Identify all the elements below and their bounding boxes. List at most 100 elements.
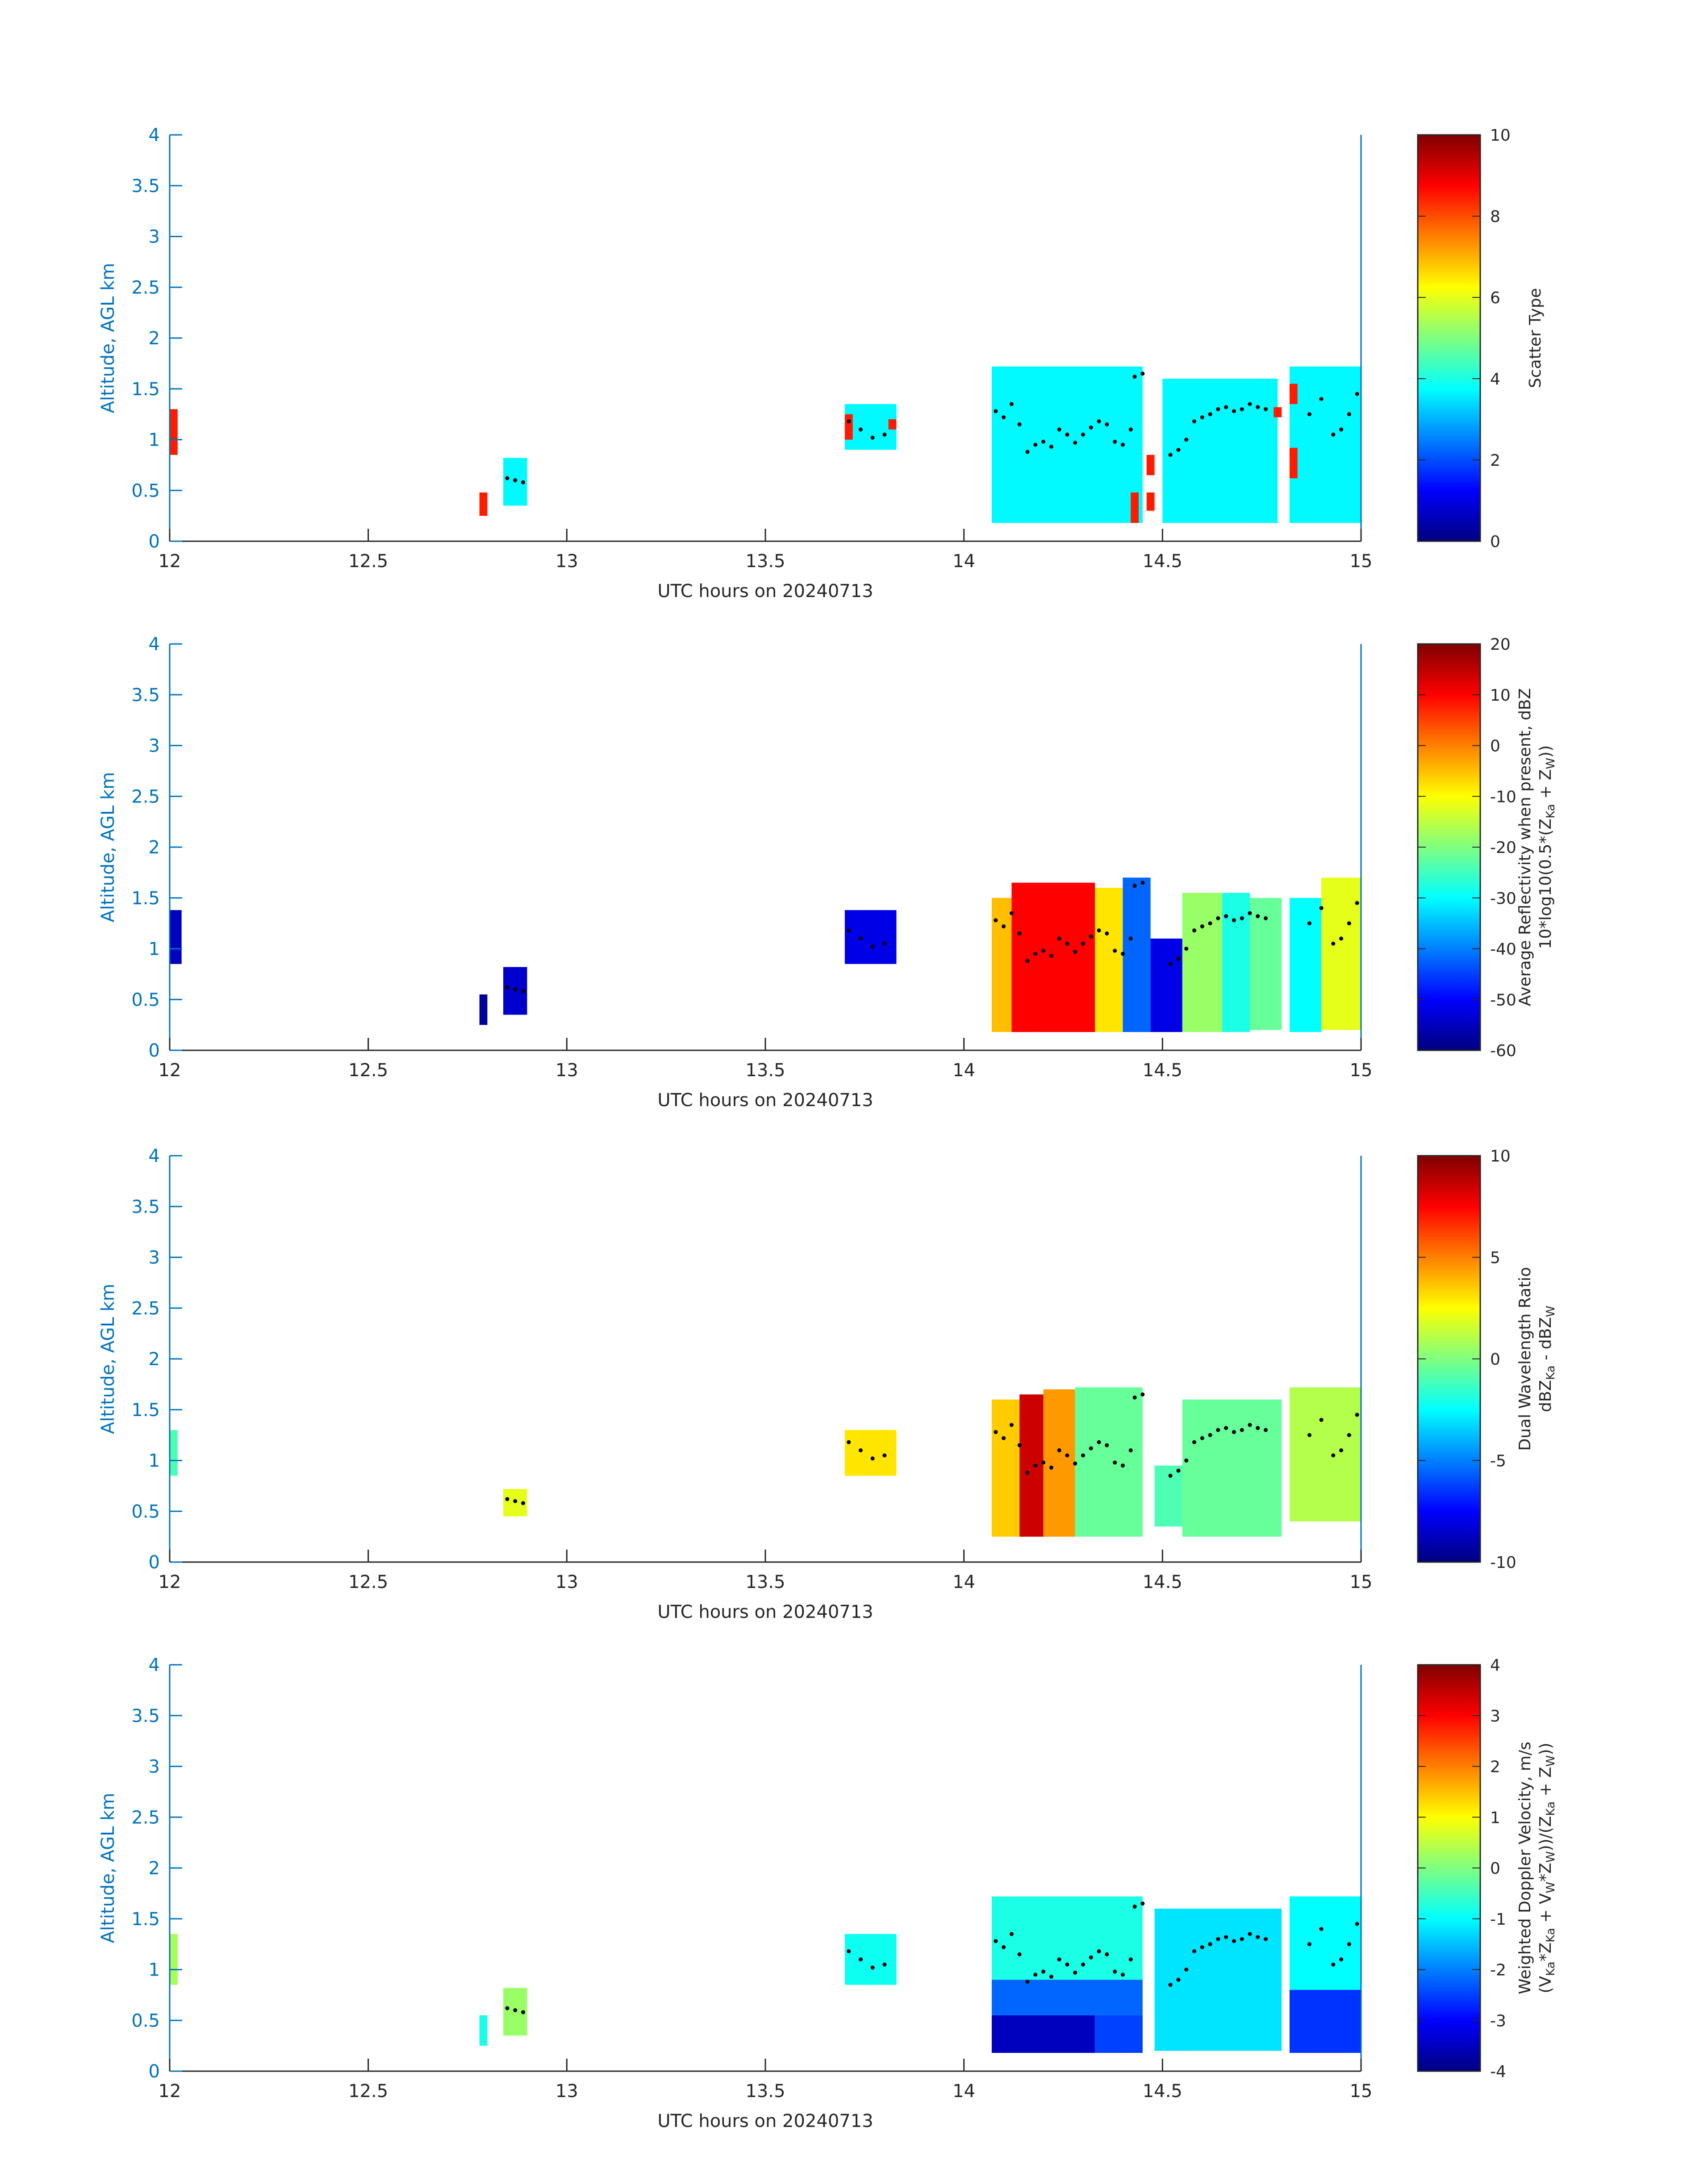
y-tick-label: 1 [149,1960,160,1981]
altitude-dot [1176,1977,1181,1982]
altitude-dot [1256,405,1260,409]
heatmap-cell [1182,893,1222,1032]
heatmap-cell [1095,888,1123,1032]
altitude-dot [1041,439,1046,444]
altitude-dot [1089,425,1093,430]
altitude-dot [521,989,526,994]
y-tick-label: 2 [149,1858,160,1879]
heatmap-cell [1182,1400,1282,1537]
colorbar-tick-label: -10 [1490,788,1516,806]
x-tick-label: 14.5 [1143,551,1182,572]
altitude-dot [1200,415,1204,419]
altitude-dot [1307,1433,1311,1437]
altitude-dot [1339,1957,1344,1962]
altitude-dot [521,480,526,485]
altitude-dot [1113,1969,1117,1974]
heatmap-cell [479,492,488,516]
colorbar-tick-label: 0 [1490,737,1500,756]
y-tick-label: 3 [149,1757,160,1777]
altitude-dot [1081,432,1085,437]
heatmap-cell [1274,407,1282,418]
altitude-dot [1033,1463,1038,1468]
altitude-dot [1319,1927,1324,1931]
colorbar-tick-label: 10 [1490,126,1511,145]
altitude-dot [1192,1440,1196,1445]
y-tick-label: 3.5 [131,685,160,706]
colorbar-tick-label: -40 [1490,940,1516,959]
altitude-dot [1355,1412,1359,1417]
altitude-dot [1002,1945,1006,1949]
y-tick-label: 1 [149,430,160,451]
altitude-dot [1319,1418,1324,1422]
colorbar-label: (VKa​*ZKa​ + VW​*ZW​))/(ZKa​ + ZW​)) [1537,1742,1558,1993]
altitude-dot [1256,1935,1260,1939]
altitude-dot [1132,1904,1137,1909]
altitude-dot [870,1965,875,1970]
heatmap-cell [1146,492,1155,511]
x-tick-label: 14.5 [1143,2081,1182,2102]
altitude-dot [1065,1453,1069,1458]
altitude-dot [1041,1460,1046,1465]
heatmap-cell [1289,898,1322,1032]
colorbar-label: Scatter Type [1526,288,1545,388]
y-tick-label: 1 [149,1451,160,1471]
x-tick-label: 15 [1350,2081,1373,2102]
colorbar-tick-label: -3 [1490,2012,1506,2030]
altitude-dot [882,432,887,437]
altitude-dot [1307,1942,1311,1947]
x-tick-label: 13 [555,551,578,572]
altitude-dot [1307,921,1311,926]
altitude-dot [1200,924,1204,928]
altitude-dot [1319,906,1324,910]
altitude-dot [1256,1426,1260,1430]
y-tick-label: 3 [149,1248,160,1268]
x-tick-label: 13.5 [745,2081,785,2102]
y-tick-label: 2 [149,328,160,349]
altitude-dot [1331,1962,1336,1967]
altitude-dot [513,478,518,482]
heatmap-cell [1043,1389,1075,1537]
altitude-dot [994,1939,998,1943]
y-tick-label: 0.5 [131,481,160,501]
altitude-dot [858,1957,863,1962]
altitude-dot [994,918,998,923]
altitude-dot [1355,392,1359,396]
altitude-dot [1073,1970,1077,1975]
x-tick-label: 12 [159,2081,181,2102]
altitude-dot [1184,947,1189,951]
heatmap-cell [844,404,897,450]
colorbar-tick-label: 0 [1490,1350,1500,1369]
heatmap-cell [991,1896,1143,1980]
altitude-dot [1264,1428,1268,1432]
x-tick-label: 15 [1350,1060,1373,1081]
altitude-dot [505,985,509,990]
altitude-dot [1192,419,1196,424]
x-tick-label: 12.5 [348,2081,388,2102]
colorbar-tick-label: 20 [1490,635,1511,654]
altitude-dot [1200,1436,1204,1440]
y-tick-label: 3.5 [131,176,160,196]
y-axis-label: Altitude, AGL km [98,1284,118,1434]
colorbar-tick-label: -1 [1490,1910,1506,1929]
heatmap-cell [479,994,488,1025]
altitude-dot [1033,443,1038,447]
colorbar-tick-label: 2 [1490,451,1500,470]
heatmap-cell [170,1430,178,1476]
altitude-dot [1073,949,1077,954]
altitude-dot [1331,1453,1336,1458]
x-tick-label: 14 [952,1572,975,1592]
altitude-dot [1009,1932,1014,1936]
heatmap-cell [1019,1394,1044,1537]
altitude-dot [1140,881,1145,885]
chart-panel-3: 0 0.5 1 1.5 2 2.5 3 3.5 4 12 12.5 13 13.5 14 14.5 15 UTC… [98,1146,1558,1622]
colorbar-tick-label: 3 [1490,1707,1500,1726]
altitude-dot [994,1430,998,1434]
colorbar [1417,1155,1481,1563]
heatmap-cell [888,419,897,430]
x-tick-label: 12 [159,1060,181,1081]
altitude-dot [1168,1983,1173,1987]
altitude-dot [1049,953,1053,958]
altitude-dot [1120,1463,1125,1468]
